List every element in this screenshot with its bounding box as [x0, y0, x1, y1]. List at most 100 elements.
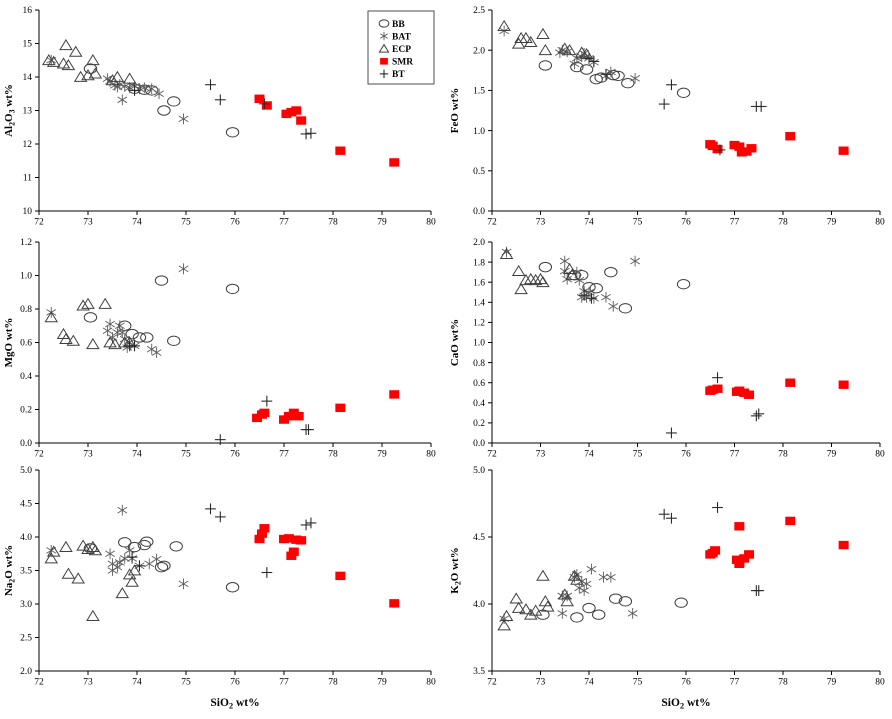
series-BT-markers	[578, 289, 765, 439]
legend-item-SMR: SMR	[380, 58, 413, 68]
x-tick-label: 75	[181, 218, 191, 228]
y-tick-label: 2.5	[20, 634, 32, 644]
y-tick-label: 16	[23, 6, 33, 16]
series-ECP-markers	[499, 247, 579, 295]
series-BB-markers	[538, 261, 691, 314]
y-tick-label: 3.0	[20, 600, 32, 610]
x-tick-label: 72	[34, 450, 44, 460]
y-tick-label: 0.8	[20, 305, 32, 315]
x-tick-label: 73	[83, 678, 93, 688]
x-tick-label: 72	[34, 218, 44, 228]
x-tick-label: 80	[426, 218, 436, 228]
x-tick-label: 79	[827, 218, 837, 228]
y-tick-label: 4.5	[473, 533, 485, 543]
y-tick-label: 1.8	[473, 258, 485, 268]
x-tick-label: 79	[377, 218, 387, 228]
series-BT-markers	[658, 502, 765, 596]
x-tick-label: 76	[681, 218, 691, 228]
legend-label: SMR	[392, 58, 413, 68]
axes	[488, 469, 881, 675]
x-tick-label: 76	[230, 218, 240, 228]
axes	[488, 241, 881, 447]
x-tick-label: 72	[487, 218, 497, 228]
y-tick-label: 1.6	[473, 278, 485, 288]
y-tick-label: 1.0	[20, 272, 32, 282]
y-tick-label: 15	[23, 40, 33, 50]
x-axis-title: SiO2 wt%	[210, 697, 259, 710]
x-tick-label: 80	[426, 678, 436, 688]
y-tick-label: 3.5	[473, 667, 485, 677]
x-tick-label: 76	[681, 678, 691, 688]
x-tick-label: 77	[730, 450, 740, 460]
legend-label: ECP	[392, 45, 411, 55]
x-tick-label: 73	[536, 450, 546, 460]
x-tick-label: 76	[681, 450, 691, 460]
series-ECP-markers	[44, 539, 142, 621]
x-tick-label: 80	[875, 678, 885, 688]
y-tick-label: 2.0	[20, 667, 32, 677]
x-tick-label: 78	[778, 450, 788, 460]
y-tick-label: 12	[23, 140, 33, 150]
x-tick-label: 80	[426, 450, 436, 460]
x-tick-label: 75	[181, 450, 191, 460]
chart-na2o-vs-sio2: 2.0 2.5 3.0 3.5 4.0 4.5 5.0 72 73 74 75 76 77 78 79 80 N…	[3, 466, 436, 710]
tick-labels: 2.0 2.5 3.0 3.5 4.0 4.5 5.0 72 73 74 75 76 77 78 79 80	[20, 466, 436, 687]
y-axis-title: Na2O wt%	[3, 545, 16, 596]
x-tick-label: 73	[83, 218, 93, 228]
x-tick-label: 79	[377, 678, 387, 688]
axes	[35, 241, 432, 447]
y-axis-title: Al2O3 wt%	[3, 84, 16, 137]
y-tick-label: 0.2	[20, 406, 32, 416]
x-tick-label: 79	[827, 678, 837, 688]
x-tick-label: 74	[584, 678, 594, 688]
chart-mgo-vs-sio2: 0.0 0.2 0.4 0.6 0.8 1.0 1.2 72 73 74 75 76 77 78 79 80 M…	[3, 238, 436, 460]
series-BAT-markers	[46, 504, 189, 590]
series-SMR-markers	[254, 94, 400, 167]
series-ECP-markers	[42, 38, 137, 86]
y-tick-label: 13	[23, 107, 33, 117]
y-tick-label: 0.6	[20, 339, 32, 349]
x-tick-label: 75	[633, 218, 643, 228]
y-axis-title: FeO wt%	[449, 88, 461, 134]
x-tick-label: 73	[536, 218, 546, 228]
legend-item-ECP: ECP	[378, 43, 411, 55]
axes	[488, 9, 881, 215]
series-ECP-markers	[44, 297, 137, 350]
x-tick-label: 77	[279, 218, 289, 228]
y-axis-title: MgO wt%	[3, 318, 15, 368]
series-ECP-markers	[497, 569, 584, 631]
x-tick-label: 74	[132, 678, 142, 688]
y-tick-label: 0.4	[473, 399, 485, 409]
tick-labels: 3.5 4.0 4.5 5.0 72 73 74 75 76 77 78 79 80	[473, 466, 885, 687]
x-tick-label: 79	[827, 450, 837, 460]
x-tick-label: 77	[279, 678, 289, 688]
series-SMR-markers	[254, 524, 400, 608]
tick-labels: 0.0 0.2 0.4 0.6 0.8 1.0 1.2 1.4 1.6 1.8 2.0 72 73 74 7…	[473, 238, 885, 459]
x-tick-label: 77	[730, 218, 740, 228]
legend: BB BAT ECP SMR BT	[367, 10, 435, 85]
x-tick-label: 75	[633, 678, 643, 688]
axes	[35, 9, 432, 215]
series-BB-markers	[83, 275, 240, 347]
x-tick-label: 80	[875, 218, 885, 228]
y-axis-title: CaO wt%	[449, 319, 461, 366]
y-tick-label: 1.0	[473, 339, 485, 349]
y-tick-label: 14	[23, 73, 33, 83]
x-tick-label: 78	[778, 218, 788, 228]
tick-labels: 0.0 0.5 1.0 1.5 2.0 2.5 72 73 74 75 76 77 78 79 80	[473, 6, 885, 227]
legend-item-BAT: BAT	[380, 31, 411, 42]
y-tick-label: 4.0	[20, 533, 32, 543]
chart-al2o3-vs-sio2: 10 11 12 13 14 15 16 72 73 74 75 76 77 78 79 80 Al2O3 wt…	[3, 6, 436, 228]
series-BB-markers	[538, 60, 691, 99]
x-tick-label: 76	[230, 678, 240, 688]
chart-cao-vs-sio2: 0.0 0.2 0.4 0.6 0.8 1.0 1.2 1.4 1.6 1.8 2.0 72 73 74 7…	[449, 238, 885, 459]
series-ECP-markers	[497, 19, 594, 60]
x-tick-label: 74	[584, 450, 594, 460]
y-tick-label: 0.0	[473, 439, 485, 449]
y-tick-label: 2.5	[473, 6, 485, 16]
x-tick-label: 75	[181, 678, 191, 688]
x-tick-label: 72	[34, 678, 44, 688]
x-tick-label: 77	[730, 678, 740, 688]
x-tick-label: 78	[328, 218, 338, 228]
y-tick-label: 4.5	[20, 500, 32, 510]
